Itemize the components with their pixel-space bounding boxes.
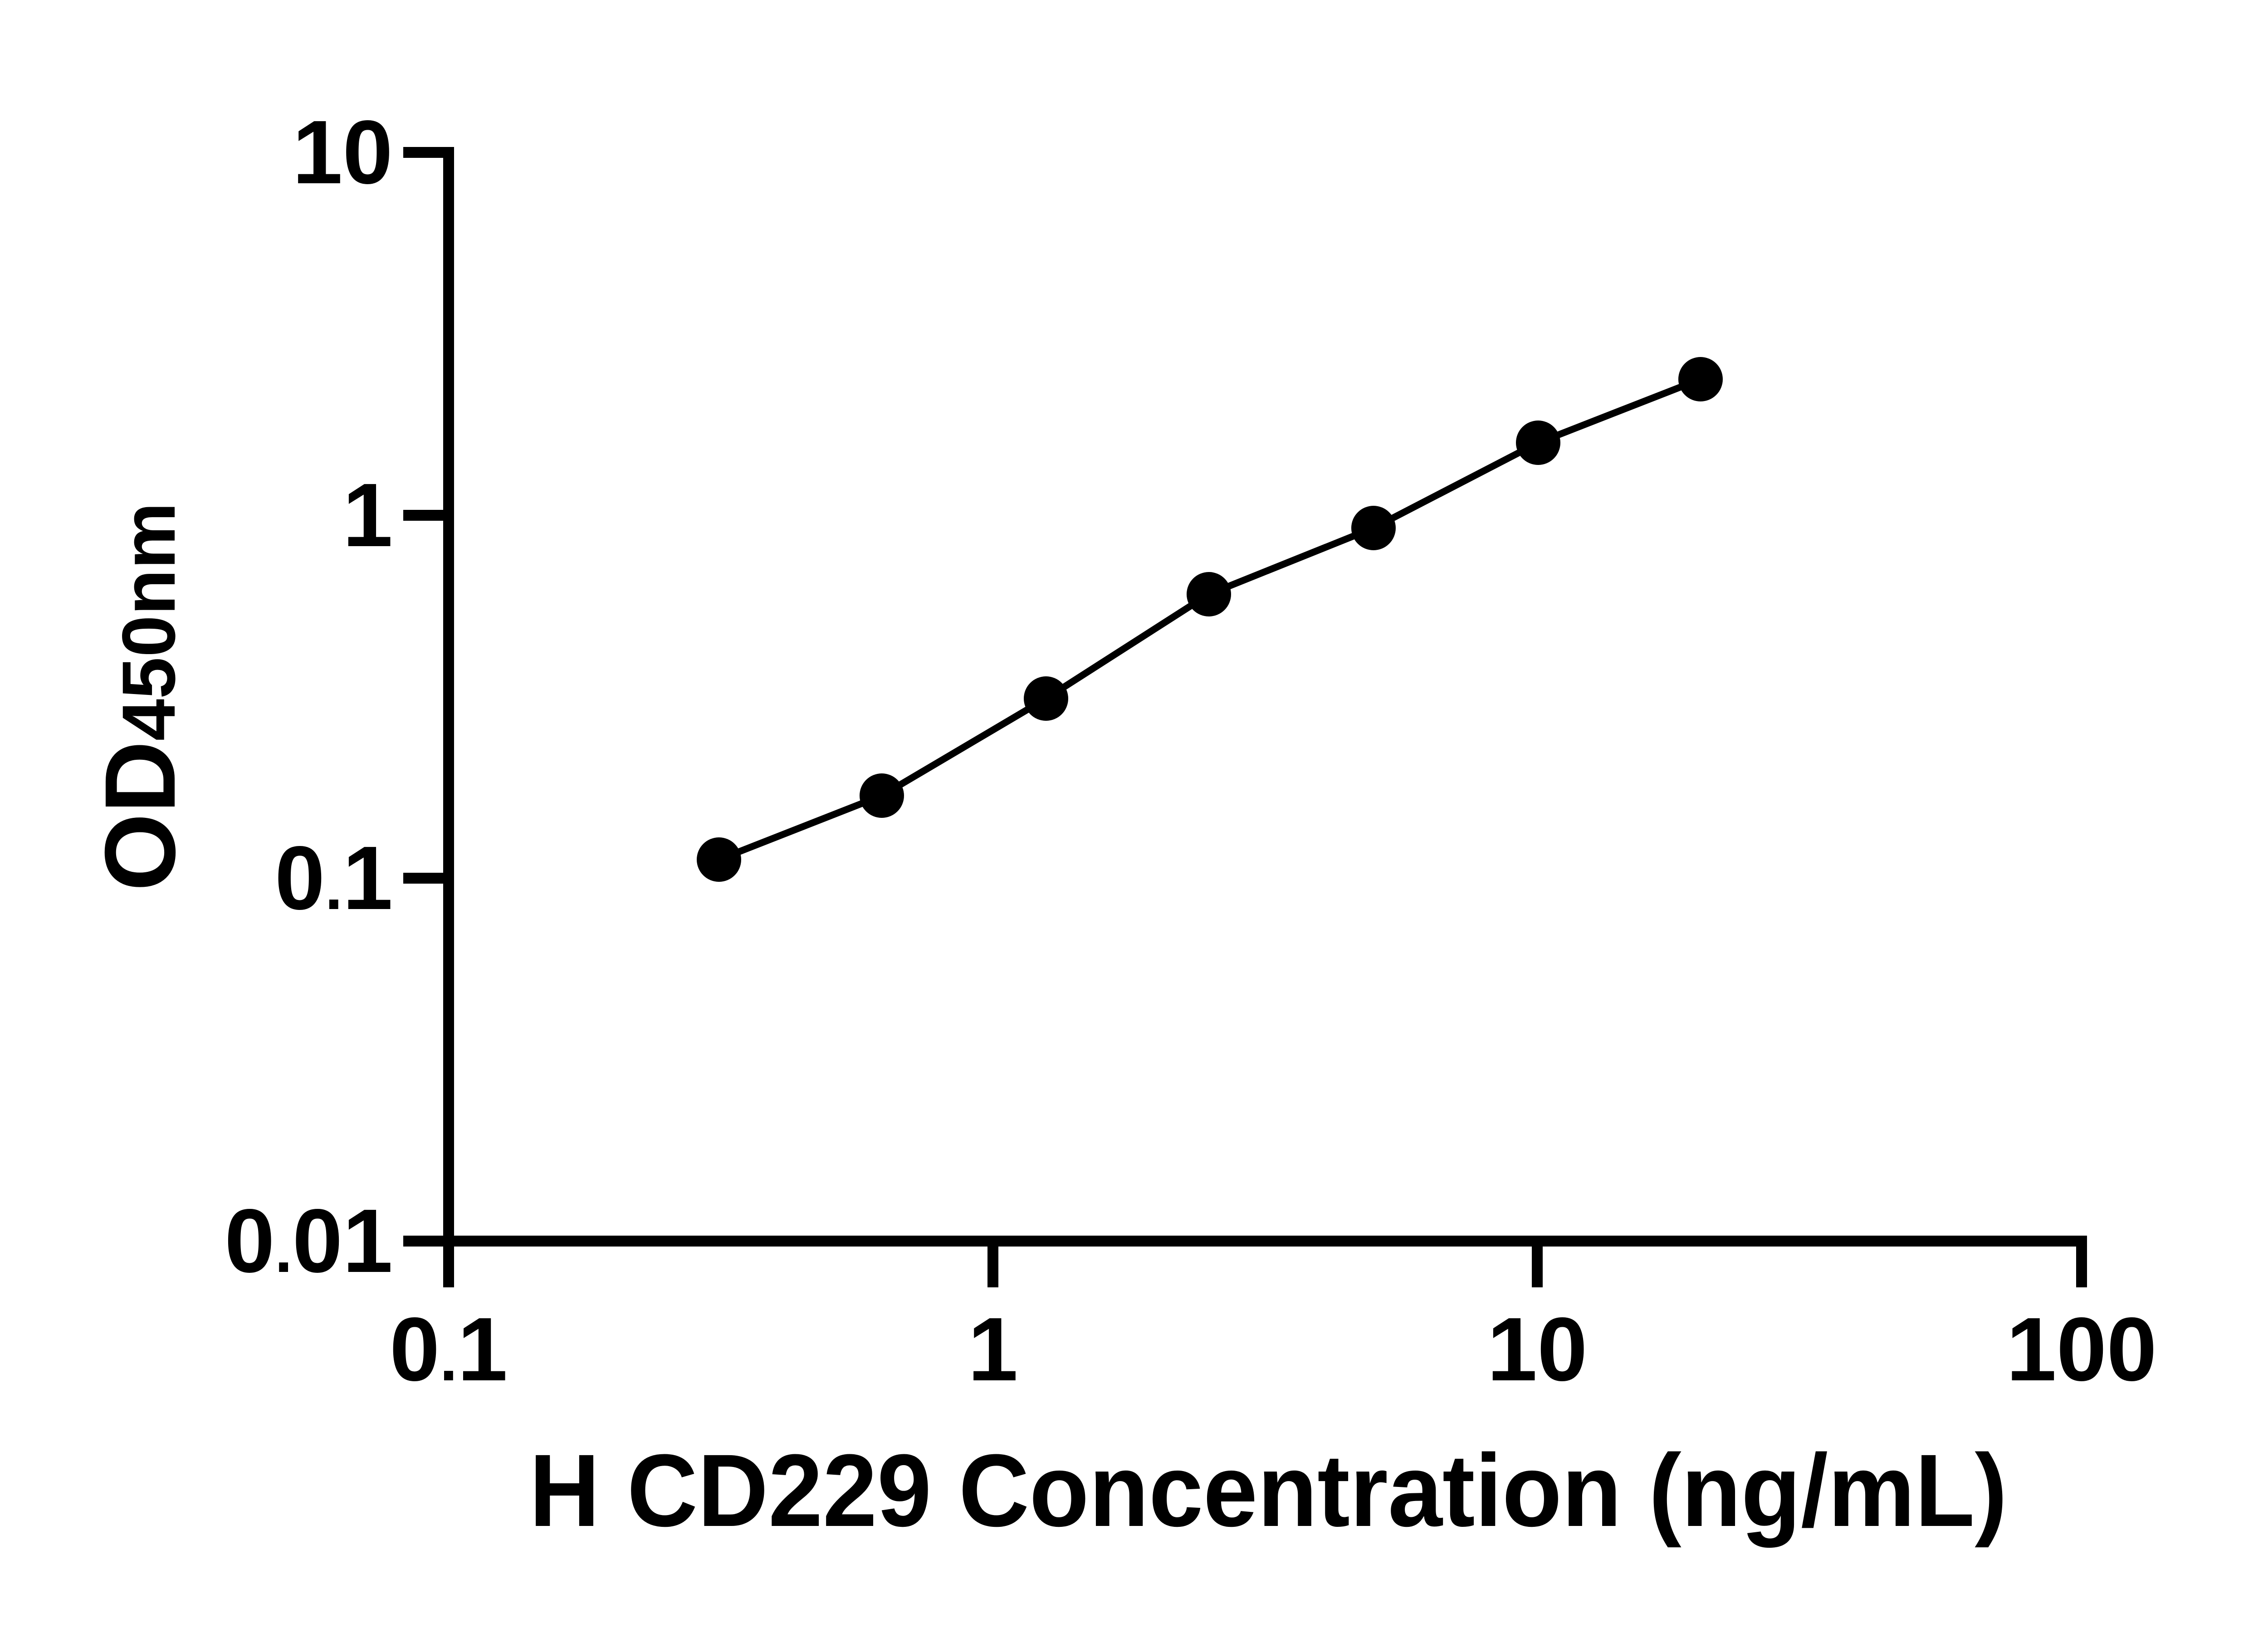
svg-text:0.1: 0.1 [390,1299,508,1400]
svg-text:H CD229 Concentration (ng/mL): H CD229 Concentration (ng/mL) [529,1433,2008,1548]
svg-text:OD450nm: OD450nm [84,502,196,891]
svg-text:1: 1 [968,1299,1018,1400]
svg-text:100: 100 [2006,1299,2157,1400]
svg-text:10: 10 [293,102,393,203]
svg-text:10: 10 [1487,1299,1587,1400]
svg-text:1: 1 [342,465,393,566]
svg-text:0.01: 0.01 [225,1191,393,1291]
